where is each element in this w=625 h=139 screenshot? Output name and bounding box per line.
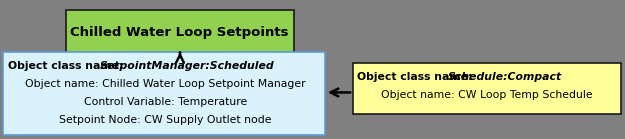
Text: Object class name:: Object class name: [8,61,131,71]
Text: Object name: CW Loop Temp Schedule: Object name: CW Loop Temp Schedule [381,90,592,100]
Text: Setpoint Node: CW Supply Outlet node: Setpoint Node: CW Supply Outlet node [59,115,272,125]
Bar [66,10,294,56]
Text: Schedule:Compact: Schedule:Compact [448,72,562,82]
Text: Control Variable: Temperature: Control Variable: Temperature [84,97,248,107]
Bar [3,52,325,135]
Text: Object name: Chilled Water Loop Setpoint Manager: Object name: Chilled Water Loop Setpoint… [25,79,306,89]
Text: SetpointManager:Scheduled: SetpointManager:Scheduled [100,61,274,71]
Text: Object class name:: Object class name: [357,72,481,82]
Bar [353,63,621,114]
Text: Chilled Water Loop Setpoints: Chilled Water Loop Setpoints [71,26,289,39]
